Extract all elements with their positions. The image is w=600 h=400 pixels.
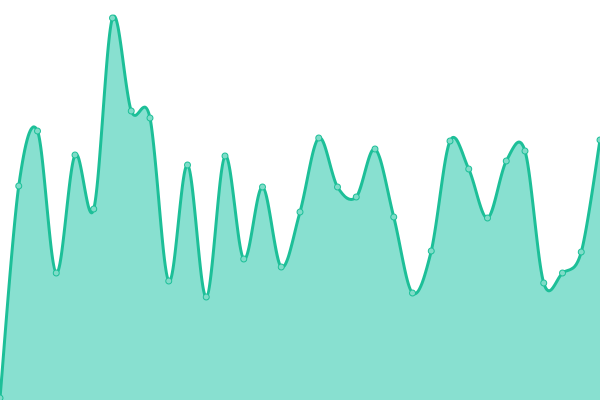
data-point-14 <box>259 183 266 191</box>
data-point-21 <box>390 213 398 221</box>
data-point-32 <box>596 136 600 144</box>
data-point-7 <box>127 107 135 115</box>
data-point-19 <box>352 193 360 201</box>
data-point-27 <box>502 157 510 165</box>
data-point-12 <box>221 152 229 160</box>
data-point-16 <box>296 208 304 216</box>
data-point-1 <box>15 182 23 190</box>
area-fill <box>0 16 600 400</box>
data-point-22 <box>409 289 416 297</box>
data-point-2 <box>34 127 41 135</box>
data-point-0 <box>0 394 4 400</box>
data-point-26 <box>484 214 491 222</box>
data-point-29 <box>540 279 548 287</box>
data-markers <box>0 14 600 400</box>
data-point-25 <box>465 165 473 173</box>
data-point-4 <box>71 151 79 159</box>
data-point-13 <box>240 255 248 263</box>
data-point-3 <box>52 269 60 277</box>
data-point-5 <box>90 205 98 213</box>
data-point-9 <box>165 277 173 285</box>
data-point-8 <box>146 114 154 122</box>
data-point-18 <box>334 183 341 191</box>
data-point-24 <box>446 137 454 145</box>
data-point-10 <box>184 161 191 169</box>
data-point-31 <box>577 248 585 256</box>
data-point-23 <box>427 247 435 255</box>
data-point-11 <box>202 293 210 301</box>
data-point-15 <box>277 263 285 271</box>
data-point-20 <box>371 145 379 153</box>
data-point-17 <box>315 134 323 142</box>
data-point-30 <box>559 269 566 277</box>
data-point-28 <box>521 147 529 155</box>
data-point-6 <box>109 14 116 22</box>
